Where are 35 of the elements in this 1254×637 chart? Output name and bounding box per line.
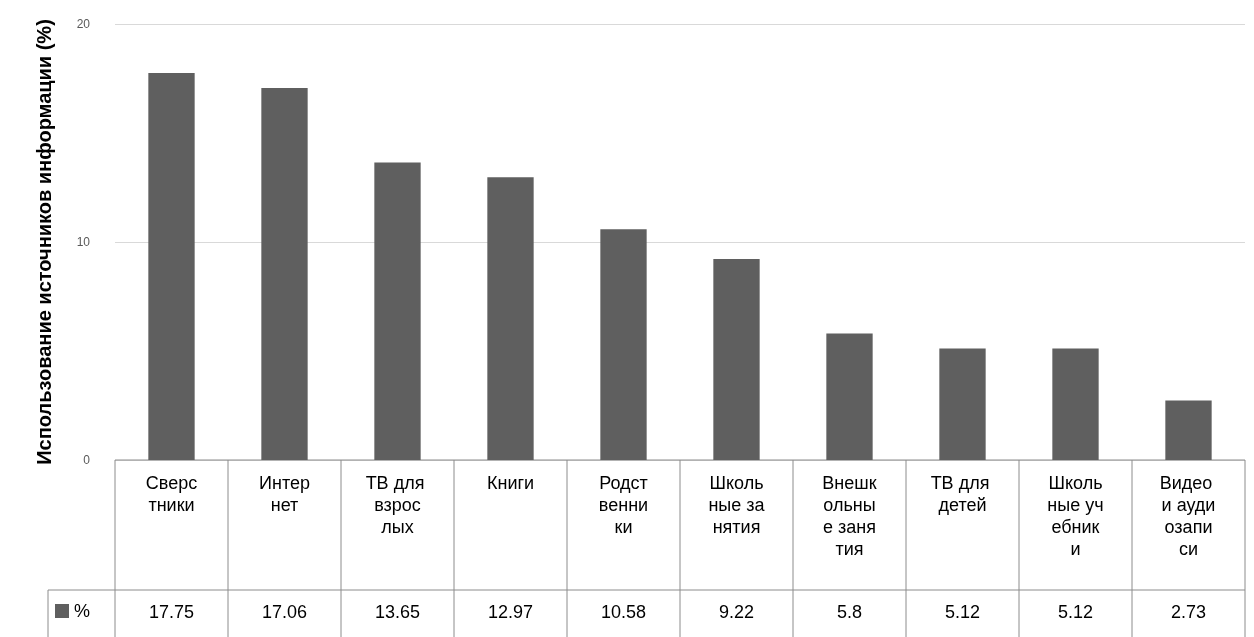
legend-label: % bbox=[74, 601, 91, 621]
bar bbox=[487, 177, 534, 460]
y-tick-label: 20 bbox=[76, 17, 91, 31]
x-tick-label: ТВ для взрослых bbox=[365, 473, 430, 537]
x-tick-label: Видео и аудиозаписи bbox=[1159, 473, 1218, 559]
bar bbox=[374, 162, 421, 460]
data-label: 17.75 bbox=[148, 601, 195, 622]
bar bbox=[939, 348, 986, 460]
x-tick-label: Сверстники bbox=[145, 473, 198, 515]
x-tick-label: ТВ для детей bbox=[930, 473, 995, 515]
x-tick-label: Книги bbox=[486, 473, 535, 493]
x-tick-label: Родственники bbox=[598, 473, 649, 537]
data-label: 12.97 bbox=[487, 601, 534, 622]
data-label: 2.73 bbox=[1170, 601, 1207, 622]
bar bbox=[600, 229, 647, 460]
data-label: 5.12 bbox=[1057, 601, 1094, 622]
x-tick-label: Интернет bbox=[259, 473, 310, 515]
data-label: 5.12 bbox=[944, 601, 981, 622]
bar bbox=[1165, 400, 1212, 460]
bar bbox=[713, 259, 760, 460]
bar bbox=[261, 88, 308, 460]
data-label: 10.58 bbox=[600, 601, 647, 622]
data-label: 17.06 bbox=[261, 601, 308, 622]
bar bbox=[826, 333, 873, 460]
x-tick-label: Внешкольные занятия bbox=[822, 473, 877, 559]
x-tick-label: Школьные занятия bbox=[708, 473, 766, 537]
data-label: 13.65 bbox=[374, 601, 421, 622]
y-tick-label: 0 bbox=[83, 453, 91, 467]
x-tick-label: Школьные учебники bbox=[1047, 473, 1104, 559]
data-label: 5.8 bbox=[836, 601, 863, 622]
bar bbox=[148, 73, 195, 460]
y-tick-label: 10 bbox=[76, 235, 91, 249]
y-axis-title: Использование источников информации (%) bbox=[33, 19, 55, 465]
data-label: 9.22 bbox=[718, 601, 755, 622]
bar bbox=[1052, 348, 1099, 460]
